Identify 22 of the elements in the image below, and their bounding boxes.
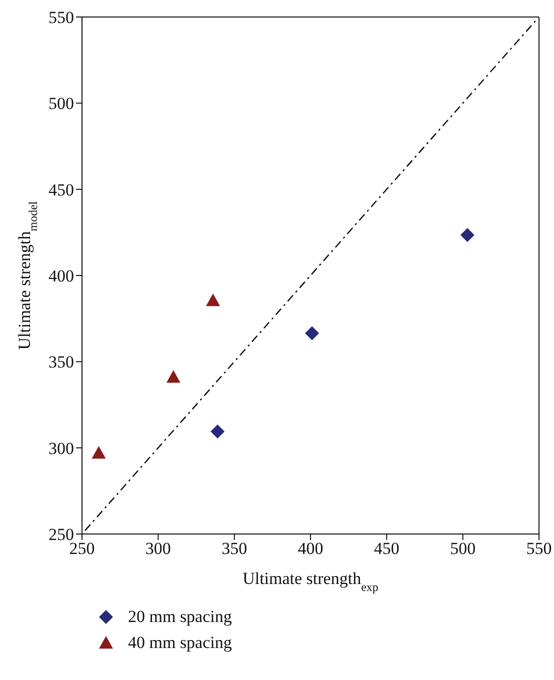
y-tick-label: 300 xyxy=(48,438,74,458)
legend-label: 20 mm spacing xyxy=(128,607,232,627)
x-tick-label: 250 xyxy=(69,539,95,558)
x-tick-label: 350 xyxy=(222,539,248,558)
y-tick-label: 450 xyxy=(48,180,74,200)
x-tick-label: 400 xyxy=(298,539,324,558)
point xyxy=(206,293,220,306)
point xyxy=(305,326,320,340)
point xyxy=(92,446,106,459)
x-tick-label: 450 xyxy=(374,539,400,558)
y-tick-label: 500 xyxy=(48,94,74,114)
y-tick-label: 550 xyxy=(48,8,74,28)
point xyxy=(460,228,474,242)
x-tick-label: 500 xyxy=(450,539,476,558)
y-tick-label: 350 xyxy=(48,352,74,372)
x-tick-label: 300 xyxy=(145,539,171,558)
x-tick-label: 550 xyxy=(526,539,552,558)
y-tick-label: 400 xyxy=(48,266,74,286)
point xyxy=(210,424,225,438)
point xyxy=(166,370,180,383)
x-axis-title: Ultimate strength$_{exp}$ xyxy=(242,569,378,594)
legend-label: 40 mm spacing xyxy=(128,633,232,653)
